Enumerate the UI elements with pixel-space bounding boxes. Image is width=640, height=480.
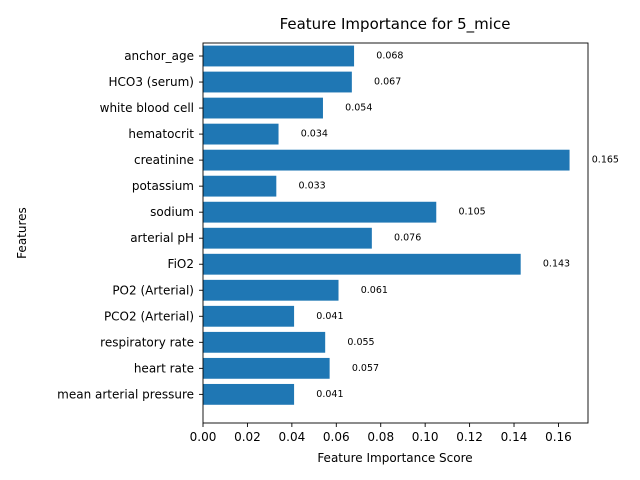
value-label-fio2: 0.143	[543, 259, 570, 270]
value-label-white-blood-cell: 0.054	[345, 103, 372, 114]
bar-sodium	[203, 201, 437, 223]
y-tick-label-mean-arterial-pressure: mean arterial pressure	[57, 387, 194, 401]
y-tick-label-hematocrit: hematocrit	[128, 127, 194, 141]
chart-title: Feature Importance for 5_mice	[280, 15, 511, 34]
bar-heart-rate	[203, 357, 330, 379]
x-tick-label: 0.08	[367, 430, 394, 444]
y-tick-label-sodium: sodium	[150, 205, 194, 219]
bar-fio2	[203, 253, 521, 275]
value-label-po2-arterial: 0.061	[361, 285, 388, 296]
value-label-sodium: 0.105	[458, 207, 485, 218]
x-tick-label: 0.16	[545, 430, 572, 444]
x-tick-label: 0.14	[501, 430, 528, 444]
value-label-respiratory-rate: 0.055	[347, 337, 374, 348]
bar-arterial-ph	[203, 227, 372, 249]
x-tick-label: 0.00	[190, 430, 217, 444]
y-tick-label-fio2: FiO2	[168, 257, 194, 271]
bar-potassium	[203, 175, 277, 197]
x-tick-label: 0.06	[323, 430, 350, 444]
value-label-anchor-age: 0.068	[376, 51, 403, 62]
value-label-hco3-serum: 0.067	[374, 77, 401, 88]
x-axis-label: Feature Importance Score	[317, 451, 472, 465]
value-label-mean-arterial-pressure: 0.041	[316, 389, 343, 400]
y-tick-label-heart-rate: heart rate	[134, 361, 194, 375]
value-label-potassium: 0.033	[299, 181, 326, 192]
y-tick-label-pco2-arterial: PCO2 (Arterial)	[104, 309, 194, 323]
value-label-creatinine: 0.165	[592, 155, 619, 166]
y-tick-label-hco3-serum: HCO3 (serum)	[108, 75, 194, 89]
bar-creatinine	[203, 149, 570, 171]
value-label-arterial-ph: 0.076	[394, 233, 421, 244]
value-label-pco2-arterial: 0.041	[316, 311, 343, 322]
bar-white-blood-cell	[203, 97, 323, 119]
bar-anchor-age	[203, 45, 355, 67]
bar-po2-arterial	[203, 279, 339, 301]
bar-hematocrit	[203, 123, 279, 145]
y-tick-labels: mean arterial pressure heart rate respirat…	[57, 49, 203, 401]
x-tick-label: 0.04	[279, 430, 306, 444]
bar-mean-arterial-pressure	[203, 383, 295, 405]
y-tick-label-creatinine: creatinine	[134, 153, 194, 167]
x-tick-label: 0.12	[456, 430, 483, 444]
bars-group	[203, 45, 570, 405]
value-labels: 0.041 0.057 0.055 0.041 0.061 0.143 0.076 0.105…	[299, 51, 619, 400]
value-label-heart-rate: 0.057	[352, 363, 379, 374]
bar-pco2-arterial	[203, 305, 295, 327]
x-tick-label: 0.02	[234, 430, 261, 444]
y-tick-label-anchor-age: anchor_age	[124, 49, 194, 63]
bar-hco3-serum	[203, 71, 352, 93]
x-ticks: 0.00 0.02 0.04 0.06 0.08 0.10 0.12 0.14 0.16	[190, 423, 572, 444]
plot-frame	[202, 42, 589, 424]
y-tick-label-potassium: potassium	[132, 179, 194, 193]
y-tick-label-white-blood-cell: white blood cell	[100, 101, 194, 115]
bar-respiratory-rate	[203, 331, 326, 353]
y-tick-label-po2-arterial: PO2 (Arterial)	[112, 283, 194, 297]
x-tick-label: 0.10	[412, 430, 439, 444]
value-label-hematocrit: 0.034	[301, 129, 328, 140]
y-tick-label-respiratory-rate: respiratory rate	[100, 335, 194, 349]
y-axis-label: Features	[15, 207, 29, 259]
y-tick-label-arterial-ph: arterial pH	[130, 231, 194, 245]
